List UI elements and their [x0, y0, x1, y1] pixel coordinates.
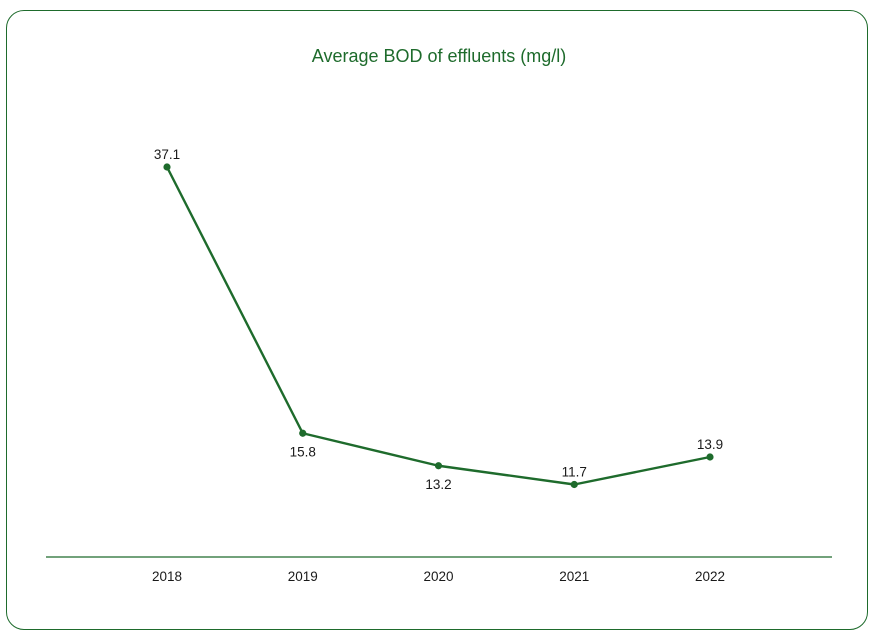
x-tick-label: 2022	[695, 569, 725, 584]
data-label: 15.8	[290, 444, 316, 459]
x-tick-label: 2019	[288, 569, 318, 584]
chart-marks: 37.1 15.8 13.2 11.7 13.9 2018 2019 2020 2021 2022	[152, 147, 725, 584]
line-chart: Average BOD of effluents (mg/l) 37.1 15.8…	[46, 46, 832, 584]
data-point	[163, 163, 171, 171]
series-line	[165, 166, 711, 486]
data-label: 13.9	[697, 437, 723, 452]
x-tick-label: 2018	[152, 569, 182, 584]
data-point	[706, 453, 714, 461]
chart-frame	[6, 10, 868, 630]
data-label: 37.1	[154, 147, 180, 162]
data-point	[299, 429, 307, 437]
data-point	[434, 462, 443, 470]
data-label: 13.2	[425, 477, 451, 492]
data-label: 11.7	[562, 465, 587, 480]
data-point	[570, 480, 578, 489]
x-tick-label: 2020	[423, 569, 453, 584]
x-tick-label: 2021	[559, 569, 589, 584]
chart-title: Average BOD of effluents (mg/l)	[312, 46, 566, 66]
